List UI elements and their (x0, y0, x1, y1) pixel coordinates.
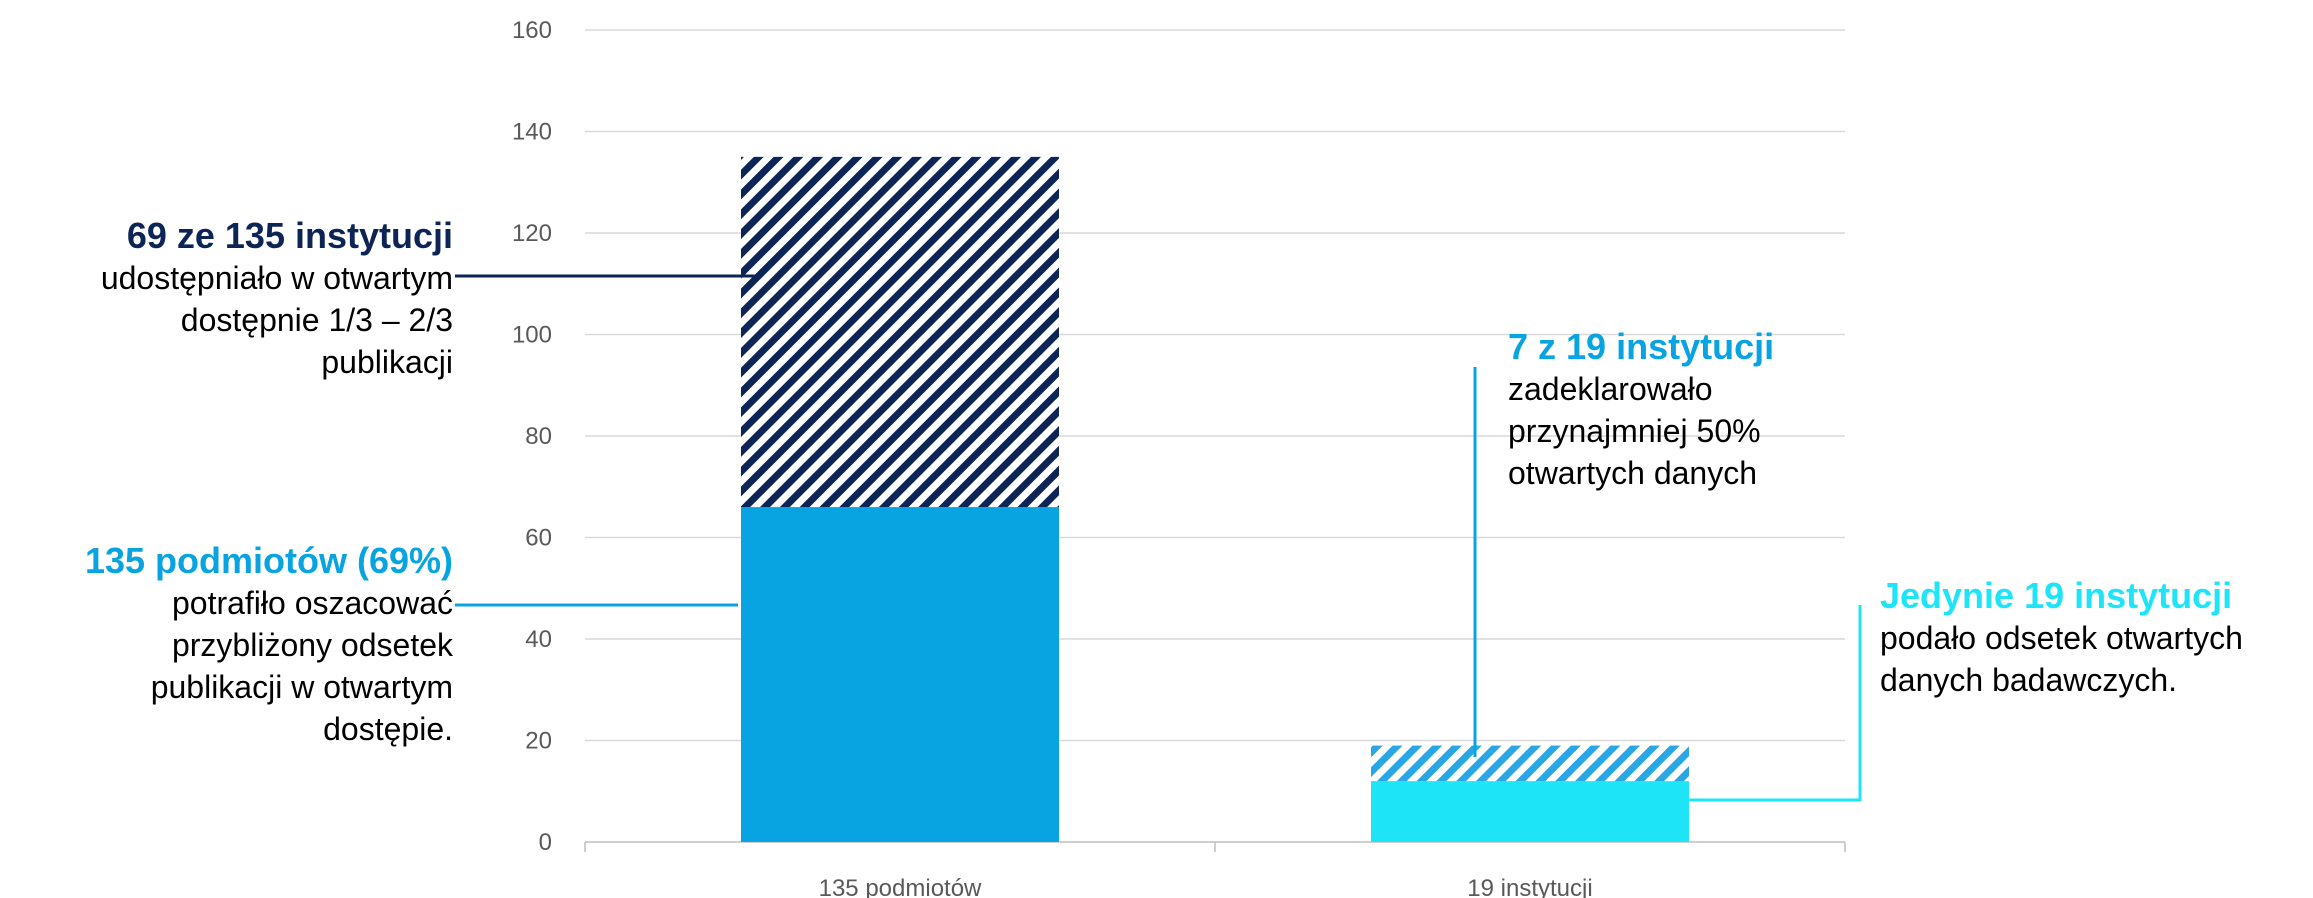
annotation-135-line: przybliżony odsetek (171, 627, 453, 663)
bar-segment (741, 507, 1059, 842)
y-tick-label: 100 (512, 322, 552, 349)
y-tick-label: 140 (512, 119, 552, 146)
x-category-label: 135 podmiotów (819, 875, 982, 898)
annotation-7-line: zadeklarowało (1508, 371, 1713, 407)
annotation-135-entities: 135 podmiotów (69%) potrafiło oszacować … (85, 540, 453, 750)
x-category-label: 19 instytucji (1467, 875, 1592, 898)
annotation-69-head: 69 ze 135 instytucji (126, 215, 453, 256)
bar-segment (1371, 781, 1689, 842)
annotation-69-line: publikacji (321, 344, 453, 380)
x-axis-categories: 135 podmiotów 19 instytucji (819, 875, 1593, 898)
annotation-69-line: dostępnie 1/3 – 2/3 (180, 302, 453, 338)
annotation-7-institutions: 7 z 19 instytucji zadeklarowało przynajm… (1508, 326, 1774, 494)
y-tick-label: 40 (525, 626, 552, 653)
annotation-135-line: publikacji w otwartym (150, 669, 453, 705)
annotation-jedynie-head: Jedynie 19 instytucji (1880, 575, 2233, 616)
annotation-leader-lines (455, 274, 1862, 802)
annotation-135-line: potrafiło oszacować (171, 585, 453, 621)
annotation-135-line: dostępie. (323, 711, 453, 747)
annotation-135-head: 135 podmiotów (69%) (84, 540, 453, 581)
y-tick-label: 60 (525, 525, 552, 552)
annotation-69-institutions: 69 ze 135 instytucji udostępniało w otwa… (101, 215, 453, 383)
annotation-69-line: udostępniało w otwartym (100, 260, 453, 296)
leader-line (1688, 605, 1862, 802)
y-tick-label: 160 (512, 17, 552, 44)
annotation-7-head: 7 z 19 instytucji (1508, 326, 1775, 367)
y-tick-label: 80 (525, 423, 552, 450)
annotation-jedynie-line: danych badawczych. (1880, 662, 2178, 698)
y-tick-label: 120 (512, 220, 552, 247)
annotation-7-line: otwartych danych (1508, 455, 1758, 491)
y-axis-ticks: 0 20 40 60 80 100 120 140 160 (512, 17, 552, 856)
annotation-only-19-institutions: Jedynie 19 instytucji podało odsetek otw… (1880, 575, 2243, 701)
bar-segment (1371, 745, 1689, 782)
annotation-jedynie-line: podało odsetek otwartych (1880, 620, 2243, 656)
annotation-7-line: przynajmniej 50% (1508, 413, 1761, 449)
y-tick-label: 20 (525, 728, 552, 755)
bars (741, 156, 1689, 842)
y-tick-label: 0 (539, 829, 552, 856)
bar-segment (741, 156, 1059, 508)
